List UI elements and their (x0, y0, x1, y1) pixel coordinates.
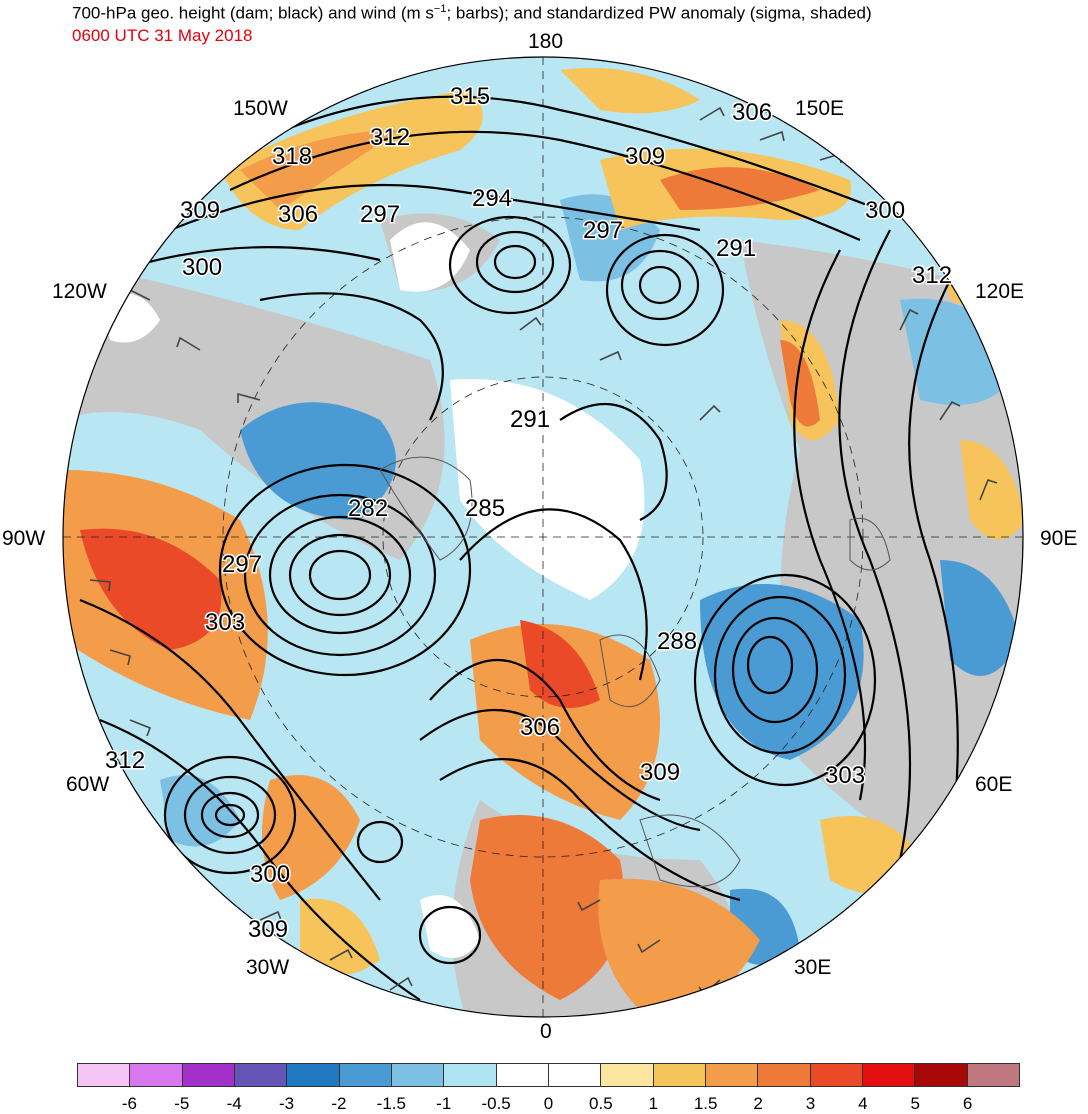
colorbar-swatch (601, 1064, 654, 1086)
colorbar-swatch (287, 1064, 340, 1086)
contour-label: 312 (105, 747, 145, 774)
graticule (63, 57, 1023, 1017)
lon-label-120e: 120E (975, 280, 1025, 303)
contour-label: 309 (248, 916, 288, 943)
colorbar-swatch (967, 1064, 1019, 1086)
colorbar (77, 1063, 1020, 1087)
colorbar-tick-label: -3 (278, 1094, 295, 1113)
contour-label: 306 (278, 201, 318, 228)
contour-label: 282 (348, 495, 388, 522)
lon-label-150e: 150E (795, 97, 845, 120)
colorbar-swatch (705, 1064, 759, 1086)
contour-label: 315 (450, 83, 490, 110)
colorbar-tick-label: -0.5 (481, 1094, 511, 1113)
chart-title: 700-hPa geo. height (dam; black) and win… (72, 3, 872, 24)
contour-label: 294 (472, 185, 512, 212)
contour-label: 297 (583, 217, 623, 244)
colorbar-tick-label: 1 (648, 1094, 658, 1113)
coastlines (379, 456, 891, 888)
colorbar-tick-label: 3 (805, 1094, 816, 1113)
contour-label: 303 (205, 609, 245, 636)
colorbar-swatch (653, 1064, 706, 1086)
valid-time: 0600 UTC 31 May 2018 (72, 26, 253, 45)
colorbar-tick-label: -6 (121, 1094, 137, 1113)
colorbar-tick-label: 5 (910, 1094, 920, 1113)
colorbar-swatch (182, 1064, 235, 1086)
title-exponent: −1 (433, 3, 447, 15)
colorbar-tick-label: 0.5 (589, 1094, 613, 1113)
colorbar-tick-label: 1.5 (693, 1094, 718, 1113)
colorbar-tick-label: 2 (753, 1094, 763, 1113)
contour-labels: 315 312 318 309 306 297 294 297 309 306 … (104, 82, 954, 945)
contour-label: 306 (520, 714, 560, 741)
positive-anomaly-areas (63, 68, 1023, 1012)
contour-label: 300 (182, 254, 222, 281)
colorbar-tick-label: 4 (858, 1094, 868, 1113)
map-boundary (62, 56, 1024, 1018)
colorbar-tick-label: -4 (226, 1094, 242, 1113)
contour-label: 309 (640, 759, 680, 786)
contour-label: 318 (272, 143, 312, 170)
lon-label-60w: 60W (66, 773, 110, 796)
colorbar-swatch (444, 1064, 497, 1086)
contour-label: 297 (222, 551, 262, 578)
colorbar-tick-label: -1 (436, 1094, 452, 1113)
colorbar-swatch (758, 1064, 811, 1086)
contour-label: 300 (865, 197, 905, 224)
lon-label-120w: 120W (52, 280, 107, 303)
contour-label: 291 (716, 235, 756, 262)
lon-label-180: 180 (528, 30, 564, 53)
lon-label-0: 0 (540, 1020, 552, 1043)
lon-label-30e: 30E (794, 956, 832, 979)
colorbar-tick-label: -5 (174, 1094, 190, 1113)
lon-label-90e: 90E (1040, 527, 1078, 550)
colorbar-swatch (78, 1064, 131, 1086)
colorbar-swatch (548, 1064, 602, 1086)
map-disc (63, 57, 1023, 1017)
colorbar-swatch (234, 1064, 288, 1086)
lon-label-30w: 30W (246, 956, 290, 979)
contour-label: 297 (360, 201, 400, 228)
colorbar-swatch (130, 1064, 183, 1086)
colorbar-tick-label: 0 (543, 1094, 554, 1113)
colorbar-swatch (339, 1064, 392, 1086)
colorbar-swatch (862, 1064, 916, 1086)
contour-label: 288 (657, 628, 697, 655)
contour-label: 309 (180, 197, 220, 224)
colorbar-swatch (915, 1064, 968, 1086)
contour-label: 312 (912, 262, 952, 289)
colorbar-tick-label: -1.5 (376, 1094, 406, 1113)
contour-label: 300 (250, 861, 290, 888)
lon-label-60e: 60E (975, 773, 1013, 796)
contour-label: 309 (625, 143, 665, 170)
colorbar-swatch (810, 1064, 863, 1086)
colorbar-tick-label: 6 (962, 1094, 973, 1113)
contour-label: 285 (465, 495, 505, 522)
title-suffix: ; barbs); and standardized PW anomaly (s… (446, 3, 872, 23)
contour-label: 312 (370, 124, 410, 151)
lon-label-150w: 150W (233, 97, 288, 120)
colorbar-labels: -6 -5 -4 -3 -2 -1.5 -1 -0.5 0 0.5 1 1.5 2 3 4 5 6 (0, 1094, 1088, 1114)
height-contours (79, 95, 959, 1001)
lon-label-90w: 90W (2, 527, 46, 550)
colorbar-tick-label: -2 (331, 1094, 347, 1113)
title-prefix: 700-hPa geo. height (dam; black) and win… (72, 3, 434, 23)
contour-label: 306 (732, 99, 772, 126)
contour-label: 291 (510, 406, 550, 433)
colorbar-swatch (391, 1064, 445, 1086)
contour-label: 303 (825, 762, 865, 789)
colorbar-swatch (496, 1064, 549, 1086)
